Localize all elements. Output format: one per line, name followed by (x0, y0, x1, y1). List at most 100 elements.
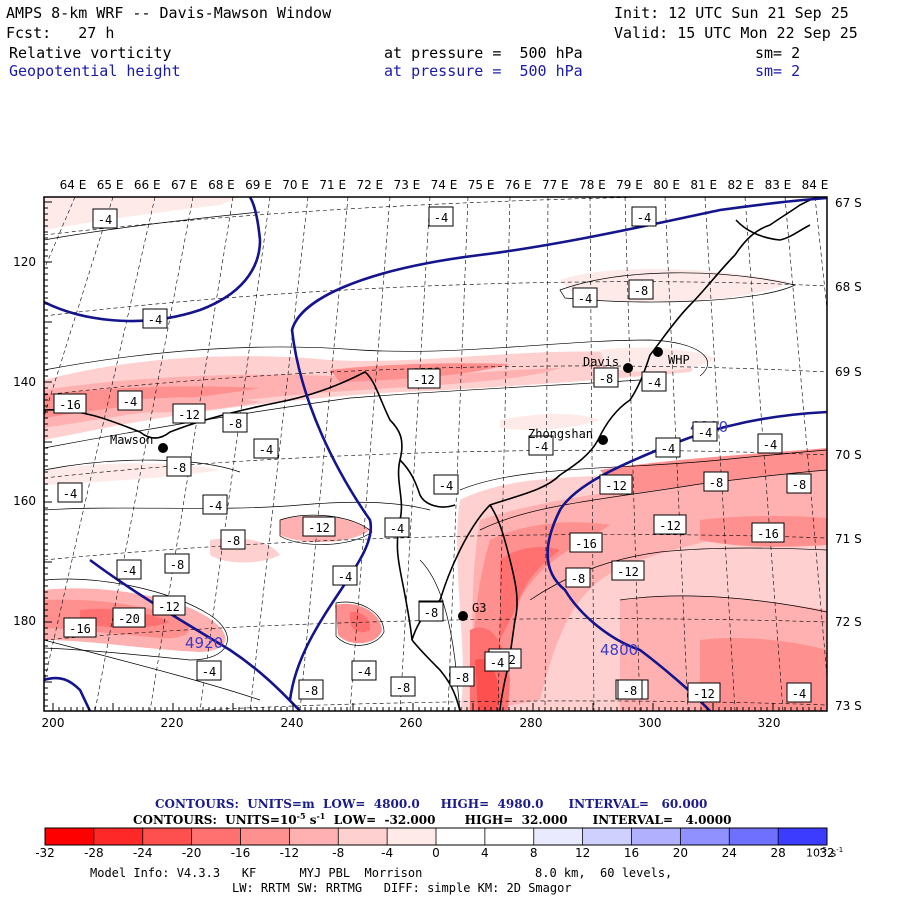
vorticity-label-box (112, 607, 146, 628)
vorticity-label: -4 (763, 438, 777, 452)
station-whp-marker (653, 347, 663, 357)
vorticity-label: -8 (455, 671, 469, 685)
lon-label: 79 E (616, 178, 643, 192)
vort-contour-unit-s: s (309, 813, 317, 827)
vorticity-label: -4 (792, 687, 806, 701)
lon-label: 74 E (431, 178, 458, 192)
grid-x-label: 260 (400, 716, 423, 730)
colorbar-tick-label: -4 (381, 846, 393, 860)
lon-label: 67 E (171, 178, 198, 192)
grid-y-labels: 120 140 160 180 (13, 255, 36, 628)
vorticity-label-box (703, 471, 729, 492)
vorticity-label: -12 (617, 565, 639, 579)
vorticity-label: -8 (623, 684, 637, 698)
vorticity-label-box (407, 368, 441, 389)
lon-label: 78 E (579, 178, 606, 192)
colorbar-unit-base: 10 (806, 846, 820, 860)
colorbar-tick-label: -20 (182, 846, 202, 860)
vorticity-label: -12 (693, 687, 715, 701)
init-time: Init: 12 UTC Sun 21 Sep 25 (614, 4, 849, 22)
stations: Davis WHP Mawson Zhongshan G3 (110, 347, 690, 621)
vorticity-label: -4 (259, 443, 273, 457)
vorticity-label-box (92, 208, 118, 229)
vorticity-label-box (786, 473, 812, 494)
vorticity-label: -8 (634, 284, 648, 298)
field1-name: Relative vorticity (9, 44, 172, 62)
height-contour-interval: INTERVAL= 60.000 (568, 797, 708, 811)
grid-x-label: 220 (161, 716, 184, 730)
vorticity-label-box (565, 567, 591, 588)
vorticity-label: -4 (439, 479, 453, 493)
vorticity-label: -8 (226, 534, 240, 548)
vorticity-label: -8 (228, 417, 242, 431)
colorbar-swatch (240, 828, 290, 845)
height-contour-high: HIGH= 4980.0 (440, 797, 544, 811)
field2-smoothing: sm= 2 (755, 62, 801, 80)
vorticity-label-box (449, 666, 475, 687)
colorbar-tick-label: -16 (231, 846, 251, 860)
vort-contour-units: CONTOURS: UNITS=10 (133, 813, 297, 827)
model-physics: LW: RRTM SW: RRTMG DIFF: simple KM: 2D S… (232, 881, 572, 895)
station-zhongshan-marker (598, 435, 608, 445)
colorbar-swatch (631, 828, 681, 845)
vort-contour-exp2: -1 (316, 811, 326, 821)
vorticity-label-box (222, 412, 248, 433)
vort-contour-high: HIGH= 32.000 (464, 813, 568, 827)
lon-label: 66 E (134, 178, 161, 192)
vorticity-label-box (117, 390, 143, 411)
colorbar-tick-label: -24 (133, 846, 153, 860)
station-davis-marker (623, 363, 633, 373)
colorbar-swatch (680, 828, 730, 845)
station-mawson-label: Mawson (110, 433, 153, 447)
grid-y-label: 120 (13, 255, 36, 269)
vorticity-label: -8 (792, 478, 806, 492)
colorbar-swatch (436, 828, 486, 845)
lat-label: 68 S (835, 280, 862, 294)
grid-x-label: 240 (281, 716, 304, 730)
lat-label: 67 S (835, 196, 862, 210)
colorbar-tick-label: 8 (530, 846, 538, 860)
grid-x-label: 300 (639, 716, 662, 730)
grid-x-label: 320 (758, 716, 781, 730)
lat-label: 73 S (835, 699, 862, 713)
station-g3-marker (458, 611, 468, 621)
longitude-labels: 64 E 65 E 66 E 67 E 68 E 69 E 70 E 71 E 72 E 73 E… (60, 178, 829, 192)
lon-label: 65 E (97, 178, 124, 192)
colorbar-swatch (484, 828, 535, 845)
map-plot-area: 4800 4920 4800 -4-4-4-4-8-4-16-4-12-8-12… (44, 197, 827, 711)
lon-label: 83 E (765, 178, 792, 192)
coastline (44, 197, 821, 711)
vorticity-label: -4 (98, 213, 112, 227)
colorbar-unit: 10-5 s-1 (806, 846, 843, 860)
lon-label: 81 E (690, 178, 717, 192)
vorticity-label: -4 (661, 442, 675, 456)
vorticity-label-box (142, 308, 168, 329)
vorticity-label-box (687, 682, 721, 703)
colorbar-unit-s: s (830, 846, 837, 860)
colorbar-tick-label: -32 (35, 846, 55, 860)
vorticity-label-box (751, 522, 785, 543)
colorbar-swatch (778, 828, 828, 845)
vorticity-label-box (418, 601, 444, 622)
colorbar-swatch (533, 828, 584, 845)
vorticity-label-box (384, 517, 410, 538)
colorbar-tick-labels: -32 -28 -24 -20 -16 -12 -8 -4 0 4 8 12 16 20 24 28 32 (35, 846, 834, 860)
field2-name: Geopotential height (9, 62, 181, 80)
vorticity-label-group: -4 -4 -4 -4 -8 -4 -16 -4 -12 -8 -12 -4 -8 -4 -4 -4 -8 -4 -… (53, 206, 812, 703)
vorticity-label: -8 (396, 681, 410, 695)
vorticity-label-box (220, 529, 246, 550)
colorbar-unit-s-exp: -1 (836, 846, 844, 854)
colorbar-tick-label: 4 (481, 846, 489, 860)
vorticity-label-box (196, 660, 222, 681)
colorbar-swatch (729, 828, 779, 845)
grid-x-label: 200 (42, 716, 65, 730)
colorbar-swatch (142, 828, 193, 845)
colorbar-tick-label: -28 (84, 846, 104, 860)
station-mawson-marker (158, 443, 168, 453)
grid-y-label: 140 (13, 375, 36, 389)
vorticity-label: -4 (490, 656, 504, 670)
vorticity-label: -20 (118, 612, 140, 626)
vorticity-contour-info: CONTOURS: UNITS=10-5 s-1 LOW= -32.000 HI… (133, 811, 731, 827)
lon-label: 68 E (208, 178, 235, 192)
